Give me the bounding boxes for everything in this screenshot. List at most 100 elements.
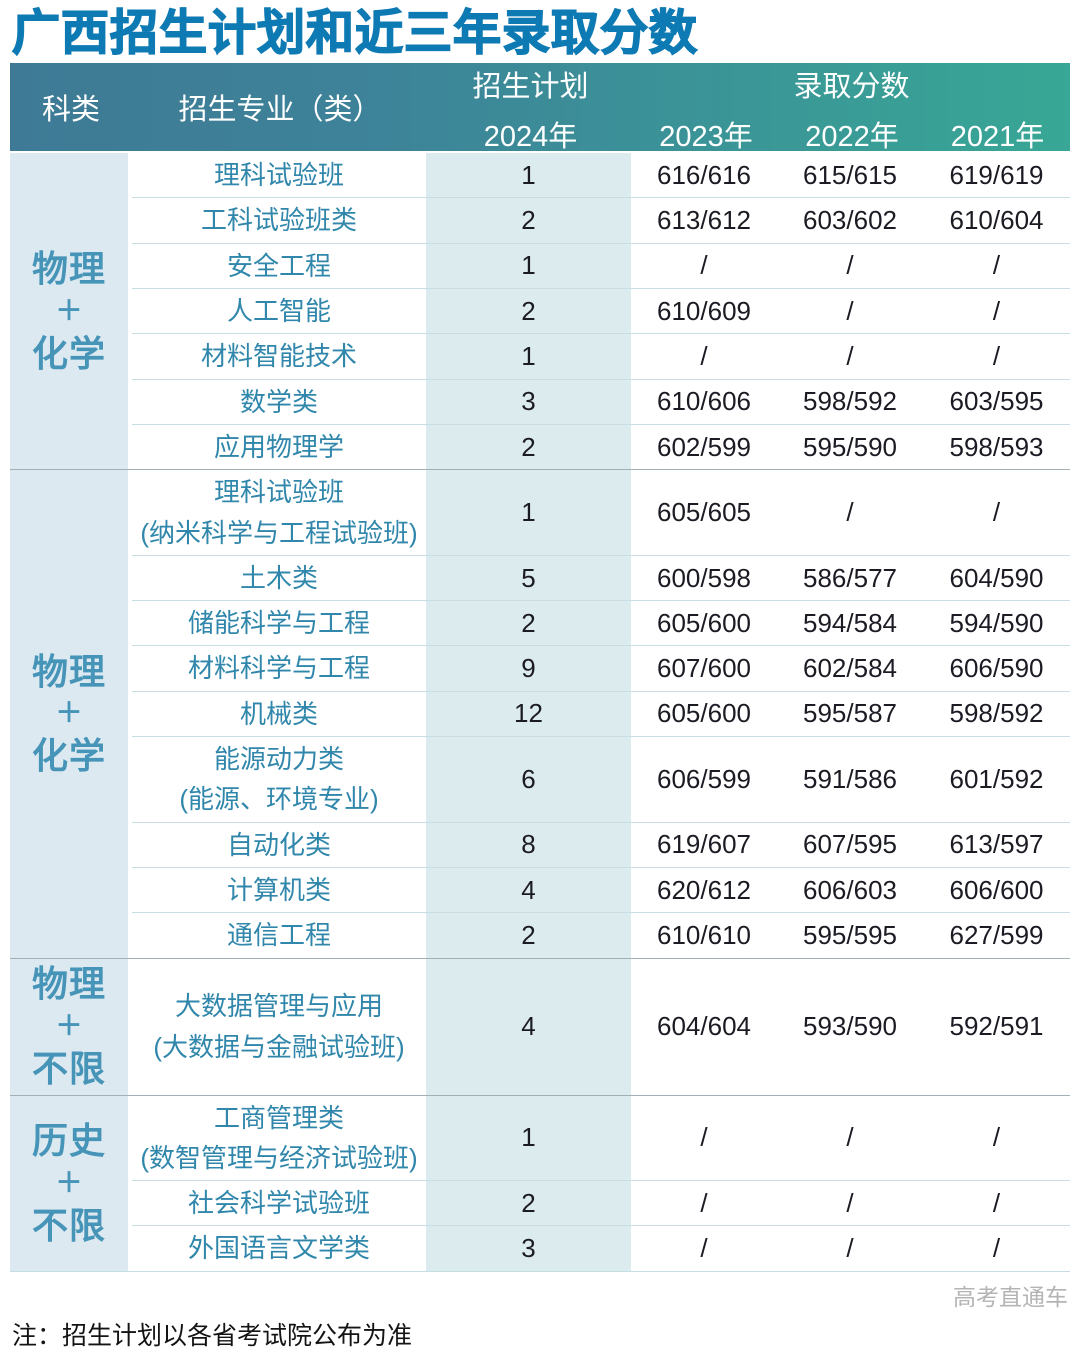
table-row: 工商管理类 (数智管理与经济试验班) 1 / / / xyxy=(132,1095,1070,1182)
major-line: 材料科学与工程 xyxy=(187,653,370,684)
score-cell: 610/604 xyxy=(949,205,1044,236)
score-cell: / xyxy=(700,1233,708,1264)
category-cell: 物理 ＋ 化学 xyxy=(10,470,128,958)
plan-cell: 1 xyxy=(426,334,631,379)
group-rows: 工商管理类 (数智管理与经济试验班) 1 / / / 社会科学试验班 2 / / / 外国语言文学类 3… xyxy=(132,1095,1070,1271)
table-row: 外国语言文学类 3 / / / xyxy=(132,1226,1070,1271)
major-line: 外国语言文学类 xyxy=(187,1233,370,1264)
table-row: 人工智能 2 610/609 / / xyxy=(132,289,1070,335)
table-row: 材料智能技术 1 / / / xyxy=(132,334,1070,380)
table-row: 机械类 12 605/600 595/587 598/592 xyxy=(132,691,1070,738)
page-title: 广西招生计划和近三年录取分数 xyxy=(11,6,699,61)
major-line: 理科试验班 xyxy=(213,477,344,508)
score-cell: / xyxy=(992,1122,1001,1153)
header-year-2023: 2023年 xyxy=(659,121,753,154)
major-cell: 计算机类 xyxy=(132,868,426,912)
major-cell: 理科试验班 xyxy=(132,153,426,197)
major-cell: 材料智能技术 xyxy=(132,334,426,378)
major-cell: 自动化类 xyxy=(132,823,426,867)
category-cell: 历史 ＋ 不限 xyxy=(10,1095,128,1271)
score-cell: 627/599 xyxy=(949,919,1044,950)
plan-cell: 1 xyxy=(426,470,631,555)
plan-cell: 2 xyxy=(426,424,631,470)
category-line: 不限 xyxy=(31,1204,106,1246)
major-cell: 通信工程 xyxy=(132,913,426,957)
major-cell: 机械类 xyxy=(132,692,426,736)
score-cell: 594/584 xyxy=(803,607,897,638)
plan-cell: 12 xyxy=(426,691,631,737)
score-cell: 586/577 xyxy=(803,562,897,593)
table-row: 计算机类 4 620/612 606/603 606/600 xyxy=(132,867,1070,914)
category-line: 物理 xyxy=(31,963,106,1005)
table-body: 物理＋化学 理科试验班 1 616/616 615/615 619/619 工科试验班类 2 6… xyxy=(10,153,1070,1272)
score-cell: 607/600 xyxy=(657,653,751,684)
plan-cell: 2 xyxy=(426,289,631,334)
major-line: 储能科学与工程 xyxy=(187,608,370,639)
score-cell: 591/586 xyxy=(803,763,897,794)
score-cell: 606/603 xyxy=(803,874,897,905)
major-line: 能源动力类 xyxy=(213,744,344,775)
table-row: 能源动力类 (能源、环境专业) 6 606/599 591/586 601/592 xyxy=(132,737,1070,823)
major-line: 人工智能 xyxy=(226,296,331,327)
plan-cell: 5 xyxy=(426,555,631,601)
group-rows: 大数据管理与应用 (大数据与金融试验班) 4 604/604 593/590 592/59… xyxy=(132,958,1070,1095)
score-cell: 593/590 xyxy=(803,1011,897,1042)
major-cell: 人工智能 xyxy=(132,289,426,333)
score-cell: 606/600 xyxy=(949,874,1044,905)
score-cell: / xyxy=(846,497,854,528)
score-cell: 616/616 xyxy=(657,159,751,190)
table-row: 数学类 3 610/606 598/592 603/595 xyxy=(132,379,1070,425)
category-line: 化学 xyxy=(31,735,106,777)
footnote: 注：招生计划以各省考试院公布为准 xyxy=(12,1321,413,1350)
score-cell: 598/592 xyxy=(949,698,1044,729)
plus-sign: ＋ xyxy=(55,698,83,729)
plan-cell: 2 xyxy=(426,198,631,243)
score-cell: 606/599 xyxy=(657,763,751,794)
category-line: 物理 xyxy=(31,247,106,289)
score-cell: 619/607 xyxy=(657,829,751,860)
table-row: 材料科学与工程 9 607/600 602/584 606/590 xyxy=(132,646,1070,692)
category-line: 化学 xyxy=(31,332,106,374)
major-cell: 工科试验班类 xyxy=(132,198,426,242)
score-cell: 601/592 xyxy=(949,763,1044,794)
major-line: 土木类 xyxy=(239,562,318,593)
group-rows: 理科试验班 1 616/616 615/615 619/619 工科试验班类 2 613/61… xyxy=(132,153,1070,470)
table-row: 理科试验班 1 616/616 615/615 619/619 xyxy=(132,153,1070,199)
category-cell: 物理 ＋ 不限 xyxy=(10,958,128,1095)
plan-cell: 1 xyxy=(426,1095,631,1181)
header-plan-label: 招生计划 xyxy=(472,71,589,104)
score-cell: / xyxy=(700,250,708,281)
score-cell: / xyxy=(992,497,1001,528)
table-row: 大数据管理与应用 (大数据与金融试验班) 4 604/604 593/590 592/59… xyxy=(132,958,1070,1095)
major-cell: 能源动力类 (能源、环境专业) xyxy=(132,737,426,822)
score-cell: 604/590 xyxy=(949,562,1044,593)
score-cell: 620/612 xyxy=(657,874,751,905)
score-cell: 613/612 xyxy=(657,205,751,236)
plan-cell: 4 xyxy=(426,867,631,913)
table-group: 物理 ＋ 化学 理科试验班 (纳米科学与工程试验班) 1 605/605 / / 土木类 5 600/… xyxy=(10,470,1070,959)
score-cell: 604/604 xyxy=(657,1011,751,1042)
score-cell: / xyxy=(700,1122,708,1153)
major-line: 大数据管理与应用 xyxy=(174,991,383,1022)
score-cell: 592/591 xyxy=(949,1011,1044,1042)
table-row: 安全工程 1 / / / xyxy=(132,243,1070,290)
major-cell: 外国语言文学类 xyxy=(132,1226,426,1270)
table-group: 物理＋化学 理科试验班 1 616/616 615/615 619/619 工科试验班类 2 6… xyxy=(10,153,1070,471)
group-rows: 理科试验班 (纳米科学与工程试验班) 1 605/605 / / 土木类 5 600/598 58… xyxy=(132,470,1070,958)
plan-cell: 8 xyxy=(426,822,631,867)
plan-cell: 2 xyxy=(426,601,631,646)
score-cell: / xyxy=(846,341,854,372)
score-cell: 619/619 xyxy=(949,159,1044,190)
table-group: 物理 ＋ 不限 大数据管理与应用 (大数据与金融试验班) 4 604/604 593/590 5… xyxy=(10,958,1070,1096)
header-year-2021: 2021年 xyxy=(950,121,1045,154)
score-cell: 595/587 xyxy=(803,698,897,729)
header-plan-year: 2024年 xyxy=(483,121,578,154)
major-line: (能源、环境专业) xyxy=(179,784,379,815)
score-cell: 603/602 xyxy=(803,205,897,236)
table-row: 理科试验班 (纳米科学与工程试验班) 1 605/605 / / xyxy=(132,470,1070,556)
category-line: 不限 xyxy=(31,1048,106,1090)
major-cell: 理科试验班 (纳米科学与工程试验班) xyxy=(132,470,426,555)
major-line: 数学类 xyxy=(239,386,318,417)
major-cell: 应用物理学 xyxy=(132,425,426,469)
score-cell: 595/590 xyxy=(803,431,897,462)
